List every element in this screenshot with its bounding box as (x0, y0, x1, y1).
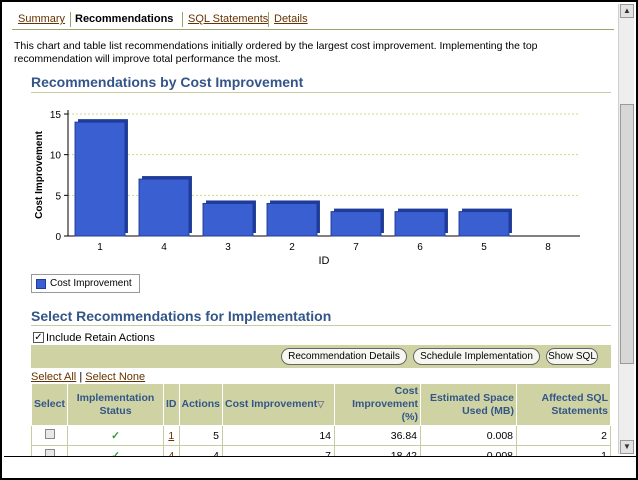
chart-section-title: Recommendations by Cost Improvement (31, 74, 304, 90)
row-select-cell (31, 425, 68, 446)
selection-links: Select All | Select None (31, 371, 145, 383)
col-actions[interactable]: Actions (178, 383, 224, 426)
scroll-down-icon[interactable]: ▼ (620, 440, 634, 454)
id-cell: 1 (163, 425, 180, 446)
tab-divider (70, 12, 71, 27)
section-divider (31, 92, 611, 93)
chart-bar (202, 202, 254, 237)
chart-bar (138, 178, 190, 237)
recommendation-id-link[interactable]: 1 (168, 429, 175, 442)
impl-section-title: Select Recommendations for Implementatio… (31, 308, 332, 324)
y-tick-label: 10 (50, 151, 62, 162)
tab-divider (268, 12, 269, 27)
x-tick-label: 7 (353, 242, 359, 253)
x-tick-label: 3 (225, 242, 231, 253)
schedule-implementation-button[interactable]: Schedule Implementation (413, 348, 540, 365)
sort-descending-icon[interactable]: ▽ (317, 399, 325, 409)
legend-label: Cost Improvement (50, 278, 132, 289)
select-none-link[interactable]: Select None (85, 371, 146, 383)
tab-bar: Summary Recommendations SQL Statements D… (12, 10, 614, 30)
row-checkbox[interactable] (44, 429, 55, 439)
scrollbar-thumb[interactable] (620, 104, 634, 364)
status-check-icon: ✓ (67, 425, 164, 446)
show-sql-button[interactable]: Show SQL (546, 348, 598, 365)
x-tick-label: 1 (97, 242, 103, 253)
x-axis-label: ID (319, 255, 330, 267)
vertical-scrollbar[interactable]: ▲ ▼ (618, 4, 634, 454)
selection-separator: | (79, 371, 83, 383)
legend-swatch (36, 279, 46, 289)
x-tick-label: 4 (161, 242, 167, 253)
tab-summary[interactable]: Summary (18, 13, 66, 25)
cost-improvement-chart: 0 5 10 15 1 4 3 2 7 6 5 8 ID Cost Improvement (34, 110, 580, 267)
chart-bar (458, 211, 510, 237)
intro-text: This chart and table list recommendation… (14, 40, 538, 64)
table-row: ✓ 1 5 14 36.84 0.008 2 (31, 425, 611, 446)
space-cell: 0.008 (420, 425, 518, 446)
chart-bar (74, 121, 126, 237)
scroll-up-icon[interactable]: ▲ (620, 4, 634, 18)
y-tick-label: 15 (50, 110, 62, 121)
x-tick-label: 6 (417, 242, 423, 253)
col-affected-sql[interactable]: Affected SQL Statements (516, 383, 611, 426)
recommendations-table: Select Implementation Status ID Actions … (31, 383, 611, 466)
chart-bar (394, 211, 446, 237)
section-divider (31, 325, 611, 326)
table-header-row: Select Implementation Status ID Actions … (31, 383, 611, 426)
col-estimated-space[interactable]: Estimated Space Used (MB) (420, 383, 518, 426)
recommendation-id-link[interactable]: 4 (168, 450, 174, 462)
x-tick-label: 5 (481, 242, 487, 253)
x-tick-label: 2 (289, 242, 295, 253)
chart-bar (330, 211, 382, 237)
status-bar (4, 456, 636, 478)
actions-cell: 5 (178, 425, 224, 446)
col-implementation-status[interactable]: Implementation Status (67, 383, 164, 426)
col-id[interactable]: ID (163, 383, 180, 426)
cost-cell: 14 (222, 425, 336, 446)
tab-sql-statements[interactable]: SQL Statements (188, 13, 269, 25)
include-retain-label: Include Retain Actions (46, 332, 155, 344)
col-cost-improvement-pct[interactable]: Cost Improvement (%) (334, 383, 422, 426)
y-tick-label: 0 (55, 232, 61, 243)
recommendation-details-button[interactable]: Recommendation Details (281, 348, 407, 365)
col-cost-improvement-label: Cost Improvement (225, 398, 318, 410)
tab-divider (182, 12, 183, 27)
y-axis-label: Cost Improvement (34, 130, 45, 218)
col-select: Select (31, 383, 68, 426)
tab-recommendations[interactable]: Recommendations (75, 13, 174, 25)
action-button-bar: Recommendation Details Schedule Implemen… (31, 345, 611, 368)
tab-details[interactable]: Details (274, 13, 308, 25)
cost-pct-cell: 36.84 (334, 425, 422, 446)
y-tick-label: 5 (55, 191, 61, 202)
include-retain-checkbox[interactable]: ✓ (33, 332, 44, 343)
x-tick-label: 8 (545, 242, 551, 253)
chart-bar (266, 202, 318, 237)
sql-count-cell: 2 (516, 425, 611, 446)
col-cost-improvement[interactable]: Cost Improvement▽ (222, 383, 336, 426)
chart-legend: Cost Improvement (31, 274, 140, 293)
select-all-link[interactable]: Select All (31, 371, 77, 383)
